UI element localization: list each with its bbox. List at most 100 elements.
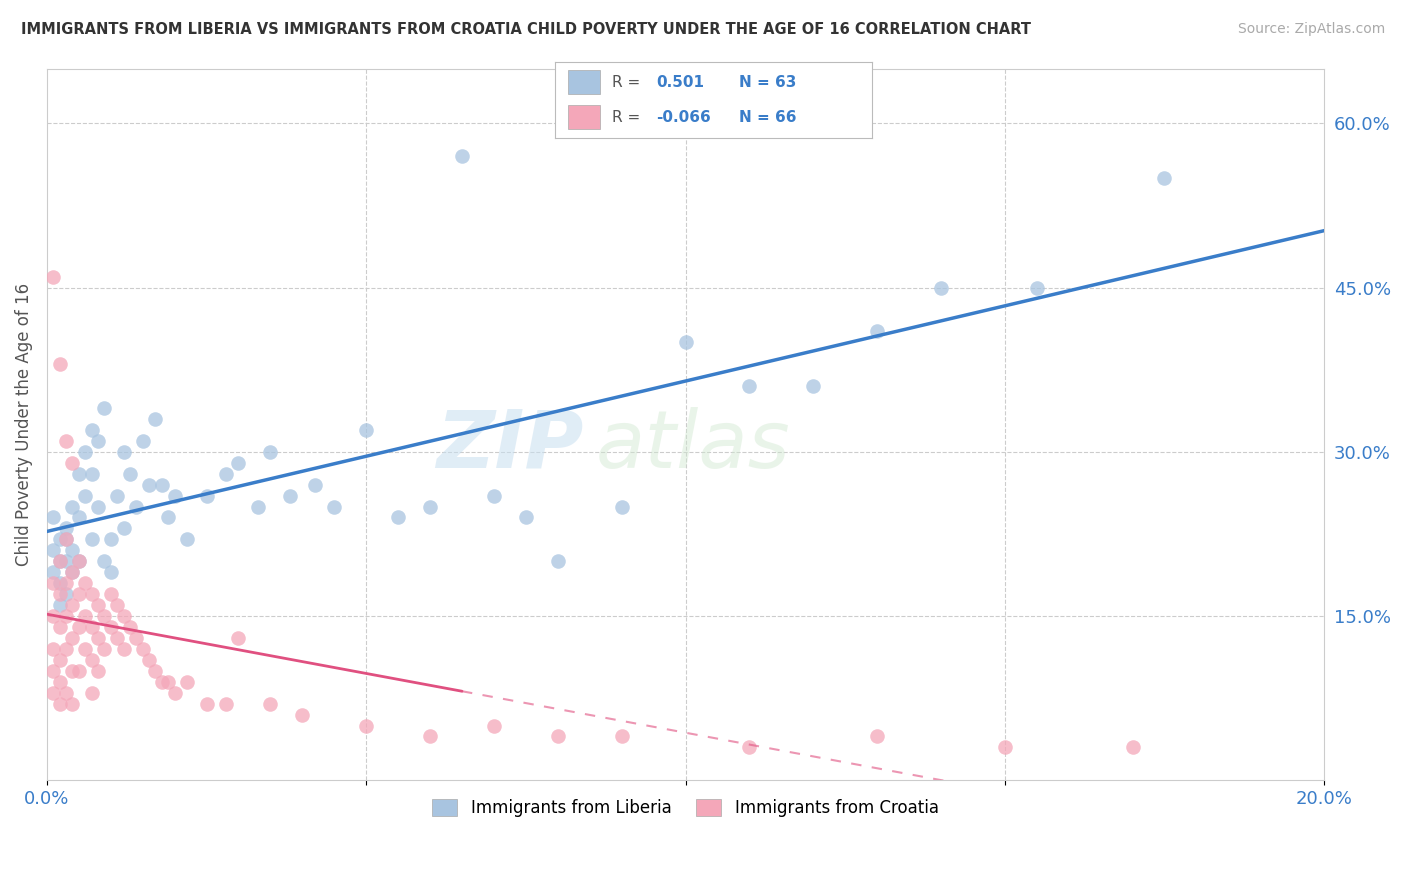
Point (278, 489, 301, 503)
Point (55, 554, 77, 568)
Point (42, 664, 65, 678)
Point (42, 566, 65, 580)
Point (100, 566, 122, 580)
Point (195, 489, 218, 503)
Point (48, 533, 70, 547)
Text: N = 66: N = 66 (740, 110, 796, 125)
Point (100, 587, 122, 601)
Point (87, 500, 110, 514)
Point (48, 576, 70, 591)
Point (48, 653, 70, 667)
Point (547, 730, 569, 744)
Point (80, 620, 103, 634)
Point (112, 641, 135, 656)
Point (62, 566, 84, 580)
Text: N = 63: N = 63 (740, 75, 796, 90)
Point (323, 500, 346, 514)
Point (1122, 740, 1144, 755)
Text: Source: ZipAtlas.com: Source: ZipAtlas.com (1237, 22, 1385, 37)
Point (42, 543, 65, 558)
Point (482, 489, 505, 503)
Point (610, 730, 633, 744)
Point (48, 554, 70, 568)
Point (75, 444, 97, 458)
Point (246, 500, 269, 514)
Point (80, 653, 103, 667)
Point (55, 609, 77, 624)
Point (93, 554, 115, 568)
Point (515, 510, 537, 524)
FancyBboxPatch shape (568, 105, 599, 129)
Point (75, 641, 97, 656)
Point (131, 434, 153, 448)
Point (80, 423, 103, 437)
Point (482, 718, 505, 732)
Point (387, 510, 409, 524)
Point (55, 641, 77, 656)
Point (67, 510, 90, 524)
Point (125, 631, 148, 645)
Point (215, 697, 238, 711)
Legend: Immigrants from Liberia, Immigrants from Croatia: Immigrants from Liberia, Immigrants from… (425, 790, 948, 825)
Point (157, 674, 180, 689)
Point (112, 609, 135, 624)
Point (42, 609, 65, 624)
Point (291, 707, 314, 722)
Point (48, 620, 70, 634)
Point (118, 620, 141, 634)
Point (87, 631, 110, 645)
Point (93, 609, 115, 624)
Point (304, 477, 326, 491)
Point (93, 401, 115, 415)
Point (259, 444, 281, 458)
Point (131, 641, 153, 656)
Point (62, 598, 84, 612)
Point (419, 500, 441, 514)
Point (738, 740, 761, 755)
Point (62, 566, 84, 580)
Point (451, 149, 474, 163)
Point (994, 740, 1017, 755)
Point (93, 641, 115, 656)
Point (929, 280, 952, 294)
Text: R =: R = (613, 110, 641, 125)
Point (145, 664, 167, 678)
Point (105, 631, 128, 645)
Point (675, 335, 697, 350)
Point (67, 620, 90, 634)
Point (55, 434, 77, 448)
Point (118, 467, 141, 481)
Point (67, 554, 90, 568)
Point (354, 423, 377, 437)
Point (55, 533, 77, 547)
Point (42, 686, 65, 700)
Point (738, 379, 761, 393)
Point (67, 664, 90, 678)
Point (80, 587, 103, 601)
Point (42, 641, 65, 656)
Point (75, 576, 97, 591)
Text: -0.066: -0.066 (657, 110, 711, 125)
Point (259, 697, 281, 711)
Point (87, 598, 110, 612)
Point (866, 324, 889, 338)
Point (42, 269, 65, 284)
Point (150, 477, 173, 491)
Point (80, 467, 103, 481)
Point (163, 489, 186, 503)
Point (55, 521, 77, 535)
Point (55, 686, 77, 700)
Point (48, 587, 70, 601)
Point (75, 489, 97, 503)
Point (157, 510, 180, 524)
Text: ZIP: ZIP (436, 407, 583, 484)
Point (42, 510, 65, 524)
Point (163, 686, 186, 700)
Point (80, 533, 103, 547)
Point (138, 477, 160, 491)
Point (48, 598, 70, 612)
Point (610, 500, 633, 514)
Point (1153, 171, 1175, 186)
Point (112, 521, 135, 535)
Point (80, 686, 103, 700)
